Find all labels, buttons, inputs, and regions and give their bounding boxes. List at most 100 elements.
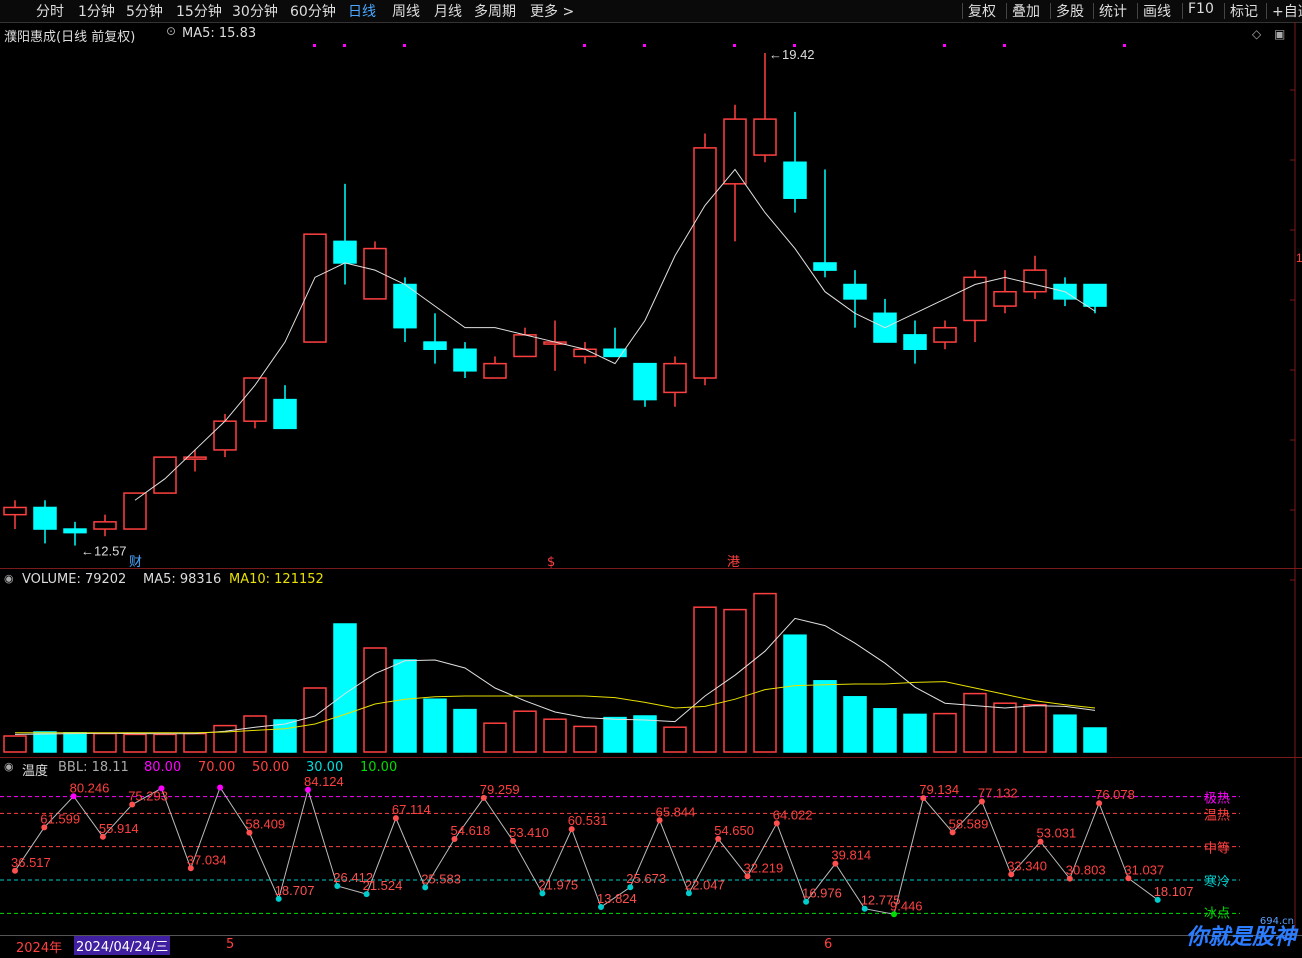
tab-2[interactable]: 5分钟 — [126, 4, 163, 20]
tab-6[interactable]: 日线 — [348, 4, 376, 20]
candle-body — [213, 420, 237, 451]
volume-bar — [303, 687, 327, 753]
bbl-value-label: 79.259 — [480, 782, 520, 797]
candle-body — [363, 247, 387, 300]
volume-bar — [63, 732, 87, 753]
candle-body — [153, 456, 177, 494]
bbl-point — [920, 795, 927, 802]
candle-body — [663, 362, 687, 394]
level-50: 50.00 — [252, 760, 290, 775]
volume-label: VOLUME: 79202 — [22, 572, 127, 587]
volume-bar — [693, 606, 717, 753]
volume-bar — [543, 718, 567, 753]
zone-label: 温热 — [1204, 808, 1230, 823]
bbl-value-label: 65.844 — [656, 804, 696, 819]
tab-8[interactable]: 月线 — [434, 4, 462, 20]
volume-ma5-label: MA5: 98316 — [143, 572, 222, 587]
bbl-point — [334, 882, 341, 889]
tool-2[interactable]: 多股 — [1056, 4, 1084, 20]
event-dot — [1003, 44, 1006, 47]
event-dot — [733, 44, 736, 47]
tool-1[interactable]: 叠加 — [1012, 4, 1040, 20]
volume-bar — [153, 733, 177, 753]
bbl-point — [129, 801, 136, 808]
volume-bar — [3, 735, 27, 753]
candle-body — [693, 147, 717, 379]
tool-5[interactable]: F10 — [1188, 1, 1214, 17]
price-volume-divider — [0, 568, 1302, 569]
bbl-value-label: 18.707 — [275, 883, 315, 898]
volume-bar — [873, 708, 897, 753]
bbl-value-label: 16.976 — [802, 886, 842, 901]
bbl-point — [1037, 838, 1044, 845]
bbl-point — [1096, 800, 1103, 807]
bbl-point — [158, 785, 165, 792]
bbl-point — [656, 817, 663, 824]
bbl-point — [1154, 896, 1161, 903]
tab-10[interactable]: 更多 > — [530, 4, 575, 20]
volume-bar — [183, 732, 207, 753]
bbl-point — [627, 884, 634, 891]
tab-1[interactable]: 1分钟 — [78, 4, 115, 20]
ma5-label: MA5: 15.83 — [182, 26, 257, 41]
bbl-value-label: 54.618 — [451, 823, 491, 838]
volume-toggle-icon[interactable]: ◉ — [4, 572, 14, 585]
bbl-point — [363, 891, 370, 898]
tool-sep — [1182, 3, 1183, 19]
candle-body — [453, 348, 477, 372]
bbl-value-label: 67.114 — [392, 802, 431, 817]
candle-body — [603, 348, 627, 358]
bbl-value-label: 53.410 — [509, 825, 549, 840]
bbl-value-label: 32.219 — [744, 860, 784, 875]
volume-bar — [393, 659, 417, 753]
period-toolbar: 分时 1分钟 5分钟 15分钟 30分钟 60分钟 日线 周线 月线 多周期 更多 > 复权 叠加 多股统… — [0, 0, 1302, 23]
bbl-point — [1066, 875, 1073, 882]
tool-sep — [1050, 3, 1051, 19]
tab-3[interactable]: 15分钟 — [176, 4, 222, 20]
tool-0[interactable]: 复权 — [968, 4, 996, 20]
tool-sep — [1137, 3, 1138, 19]
bbl-point — [41, 824, 48, 831]
volume-bar — [123, 733, 147, 753]
bbl-value-label: 12.775 — [861, 893, 901, 908]
tab-4[interactable]: 30分钟 — [232, 4, 278, 20]
tab-5[interactable]: 60分钟 — [290, 4, 336, 20]
bbl-point — [480, 794, 487, 801]
event-dot — [583, 44, 586, 47]
tool-7[interactable]: +自选 — [1272, 4, 1302, 20]
bbl-value-label: 25.583 — [421, 871, 461, 886]
bbl-point — [773, 820, 780, 827]
volume-bar — [423, 698, 447, 753]
tab-0[interactable]: 分时 — [36, 4, 64, 20]
event-dot — [943, 44, 946, 47]
tab-9[interactable]: 多周期 — [474, 4, 516, 20]
temp-title: 温度 — [22, 764, 49, 779]
tool-6[interactable]: 标记 — [1230, 4, 1258, 20]
tool-4[interactable]: 画线 — [1143, 4, 1171, 20]
window-icon[interactable]: ▣ — [1274, 27, 1286, 41]
bbl-value-label: 55.914 — [99, 821, 139, 836]
candle-body — [273, 398, 297, 430]
candle-body — [243, 377, 267, 422]
volume-ma10-label: MA10: 121152 — [229, 572, 324, 587]
diamond-icon[interactable]: ◇ — [1252, 27, 1262, 41]
bbl-point — [246, 829, 253, 836]
tool-sep — [962, 3, 963, 19]
cursor-date: 2024/04/24/三 — [74, 936, 171, 955]
bbl-value-label: 22.047 — [685, 877, 725, 892]
candle-body — [813, 262, 837, 271]
bbl-point — [305, 786, 311, 793]
candle-body — [513, 334, 537, 358]
tab-7[interactable]: 周线 — [392, 4, 420, 20]
month-5: 5 — [226, 937, 235, 952]
tool-3[interactable]: 统计 — [1099, 4, 1127, 20]
bbl-line — [14, 786, 1158, 915]
event-dot — [313, 44, 316, 47]
bbl-value-label: 21.975 — [538, 877, 578, 892]
settings-icon[interactable]: ⊙ — [166, 24, 177, 38]
volume-bar — [363, 647, 387, 753]
candle-body — [993, 290, 1017, 307]
volume-bar — [753, 592, 777, 753]
temp-toggle-icon[interactable]: ◉ — [4, 760, 14, 773]
